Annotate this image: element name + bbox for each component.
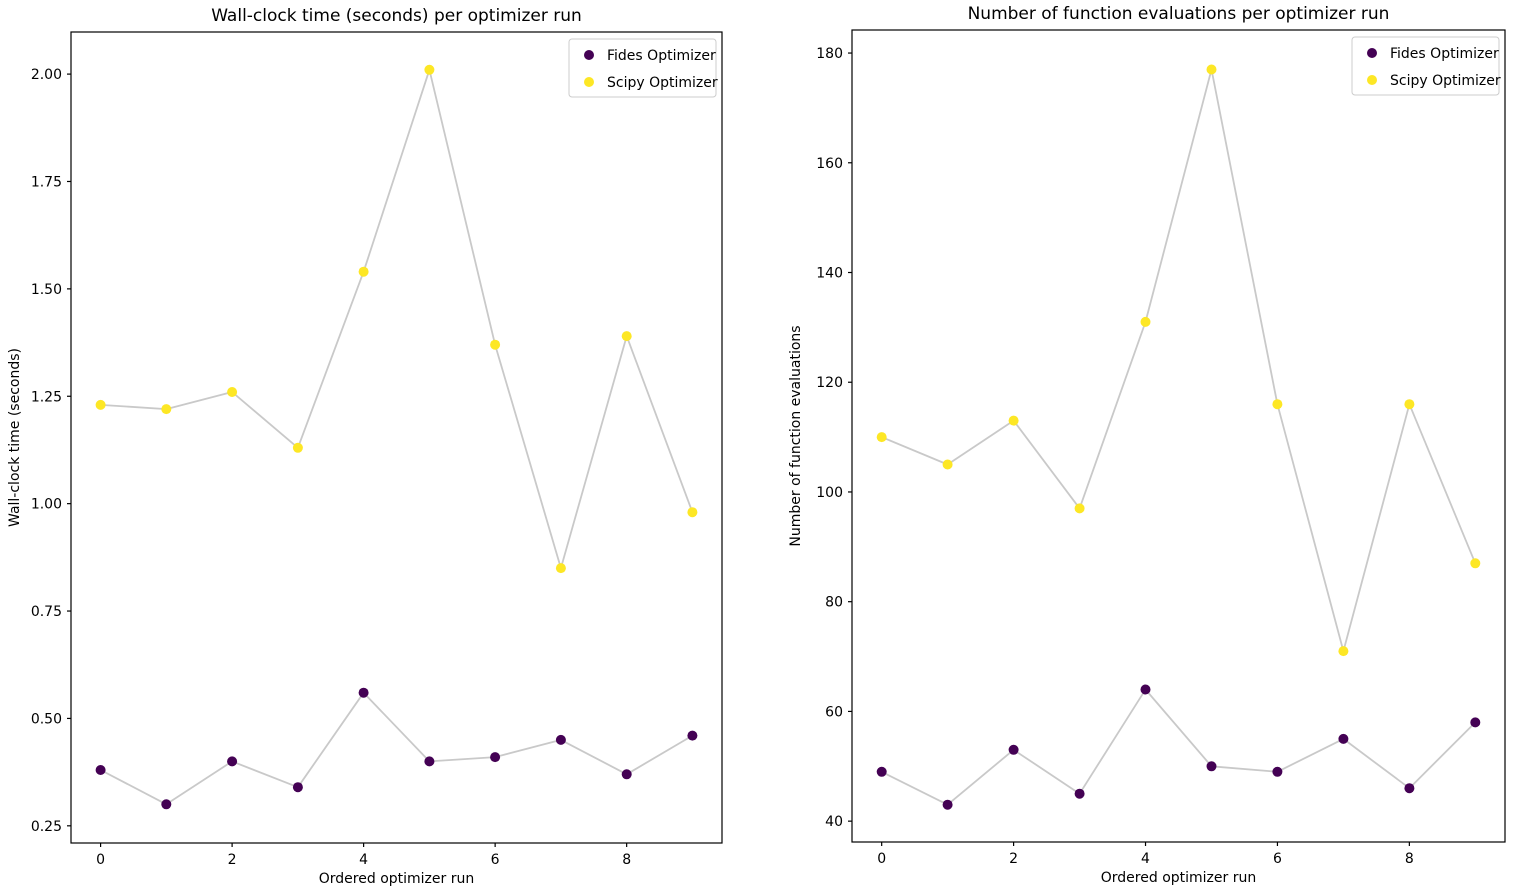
- legend-box: [1351, 36, 1500, 96]
- y-tick-label: 0.25: [31, 819, 62, 835]
- function-evaluations-chart: 40 60 80 100 120 140 160 180 0 2 4 6 8 Number of func…: [788, 4, 1506, 886]
- data-point-marker: [161, 799, 172, 810]
- legend: Fides Optimizer Scipy Optimizer: [568, 38, 718, 98]
- legend-marker: [1367, 75, 1377, 85]
- data-point-marker: [292, 442, 303, 453]
- y-tick-label: 1.75: [31, 174, 62, 190]
- data-point-marker: [687, 507, 698, 518]
- y-axis-label: Number of function evaluations: [788, 325, 804, 546]
- data-point-marker: [1074, 503, 1085, 514]
- x-tick-label: 2: [228, 852, 237, 868]
- y-tick-label: 160: [816, 156, 843, 172]
- y-axis-label: Wall-clock time (seconds): [7, 348, 23, 527]
- y-tick-label: 80: [825, 595, 843, 611]
- series-connector-line: [100, 68, 694, 569]
- axes-frame: [70, 31, 723, 844]
- y-tick-label: 1.25: [31, 389, 62, 405]
- legend-entry-label: Fides Optimizer: [607, 48, 716, 64]
- y-tick-label: 100: [816, 485, 843, 501]
- y-tick-label: 40: [825, 814, 843, 830]
- data-point-marker: [687, 730, 698, 741]
- chart-title: Number of function evaluations per optim…: [968, 4, 1390, 24]
- data-point-marker: [876, 432, 887, 443]
- data-point-marker: [1140, 684, 1151, 695]
- x-tick-label: 0: [96, 852, 105, 868]
- data-point-marker: [555, 563, 566, 574]
- data-point-marker: [95, 765, 106, 775]
- data-point-marker: [1470, 558, 1481, 569]
- legend-entry-label: Scipy Optimizer: [607, 75, 718, 91]
- chart-title: Wall-clock time (seconds) per optimizer …: [211, 6, 582, 26]
- data-point-marker: [621, 331, 632, 342]
- data-point-marker: [1008, 415, 1019, 426]
- x-axis-label: Ordered optimizer run: [1101, 870, 1256, 886]
- data-point-marker: [555, 734, 566, 745]
- data-point-marker: [490, 339, 501, 350]
- data-point-marker: [227, 756, 238, 767]
- y-tick-label: 120: [816, 375, 843, 391]
- data-point-marker: [1074, 788, 1085, 799]
- y-tick-label: 180: [816, 46, 843, 62]
- data-point-marker: [942, 799, 953, 810]
- data-point-marker: [876, 766, 887, 777]
- legend-marker: [584, 50, 594, 60]
- wall-clock-time-chart: 0.25 0.50 0.75 1.00 1.25 1.50 1.75 2.00 0 2 4 6 8 Wal…: [7, 6, 723, 887]
- data-point-marker: [358, 266, 369, 277]
- data-point-marker: [1272, 399, 1283, 410]
- data-point-marker: [424, 756, 435, 767]
- data-point-marker: [942, 459, 953, 470]
- x-tick-label: 8: [1405, 851, 1414, 867]
- data-point-marker: [358, 687, 369, 698]
- series-connector-line: [881, 68, 1477, 652]
- legend-entry-label: Scipy Optimizer: [1390, 73, 1501, 89]
- y-tick-label: 140: [816, 266, 843, 282]
- y-tick-label: 2.00: [31, 67, 62, 83]
- data-point-marker: [1338, 646, 1349, 657]
- legend-entry-label: Fides Optimizer: [1390, 46, 1499, 62]
- data-point-marker: [1008, 744, 1019, 755]
- legend: Fides Optimizer Scipy Optimizer: [1351, 36, 1501, 96]
- x-tick-label: 4: [1141, 851, 1150, 867]
- x-tick-label: 6: [491, 852, 500, 868]
- data-point-marker: [1206, 761, 1217, 772]
- data-point-marker: [95, 399, 106, 410]
- data-point-marker: [1140, 316, 1151, 327]
- y-tick-label: 60: [825, 704, 843, 720]
- legend-box: [568, 38, 717, 98]
- x-axis-label: Ordered optimizer run: [319, 871, 474, 887]
- data-point-marker: [1470, 717, 1481, 728]
- data-point-marker: [1272, 766, 1283, 777]
- y-tick-label: 1.50: [31, 282, 62, 298]
- legend-marker: [1367, 48, 1377, 58]
- data-point-marker: [161, 404, 172, 415]
- x-tick-label: 0: [877, 851, 886, 867]
- y-tick-label: 0.75: [31, 604, 62, 620]
- y-tick-label: 0.50: [31, 711, 62, 727]
- x-tick-label: 2: [1009, 851, 1018, 867]
- data-point-marker: [227, 387, 238, 397]
- x-tick-label: 8: [622, 852, 631, 868]
- data-point-marker: [1404, 783, 1415, 794]
- x-tick-label: 4: [359, 852, 368, 868]
- series-connector-line: [100, 691, 693, 806]
- x-tick-label: 6: [1273, 851, 1282, 867]
- data-point-marker: [424, 64, 435, 75]
- y-tick-label: 1.00: [31, 497, 62, 513]
- data-point-marker: [1404, 399, 1415, 410]
- legend-marker: [584, 77, 594, 87]
- data-point-marker: [1338, 733, 1349, 744]
- axes-frame: [851, 29, 1506, 843]
- series-connector-line: [881, 688, 1476, 806]
- data-point-marker: [292, 782, 303, 793]
- data-point-marker: [490, 752, 501, 763]
- data-point-marker: [1206, 64, 1217, 75]
- data-point-marker: [621, 769, 632, 780]
